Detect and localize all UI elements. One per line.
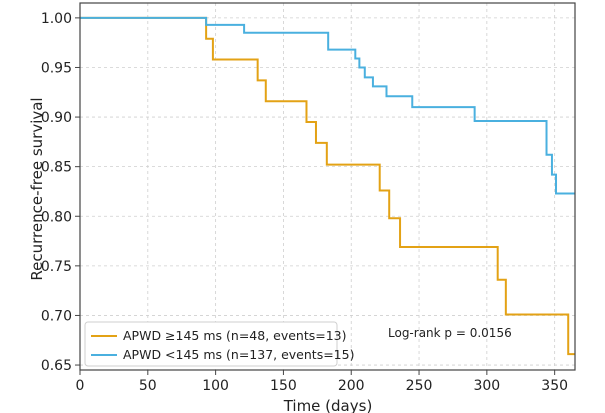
- y-tick-label: 0.90: [41, 110, 72, 126]
- log-rank-annotation: Log-rank p = 0.0156: [388, 326, 512, 340]
- x-tick-label: 150: [270, 378, 297, 394]
- y-tick-label: 0.80: [41, 209, 72, 225]
- y-tick-label: 0.65: [41, 358, 72, 374]
- x-tick-label: 300: [473, 378, 500, 394]
- axis-layer: [79, 2, 576, 371]
- y-axis-title: Recurrence-free survival: [28, 97, 46, 280]
- legend: APWD ≥145 ms (n=48, events=13) APWD <145…: [84, 321, 354, 367]
- y-tick-label: 0.70: [41, 308, 72, 324]
- x-axis-title: Time (days): [283, 397, 373, 413]
- x-tick-label: 350: [541, 378, 568, 394]
- legend-label-apwd-low: APWD <145 ms (n=137, events=15): [123, 347, 354, 362]
- x-tick-label: 100: [202, 378, 229, 394]
- y-tick-label: 0.85: [41, 160, 72, 176]
- x-tick-label: 200: [338, 378, 365, 394]
- series-layer: [80, 16, 575, 356]
- y-tick-label: 0.75: [41, 259, 72, 275]
- plot-frame: [79, 2, 576, 371]
- x-tick-label: 0: [76, 378, 85, 394]
- legend-label-apwd-high: APWD ≥145 ms (n=48, events=13): [123, 328, 347, 343]
- grid-layer: [79, 3, 575, 370]
- tick-layer: 0 50 100 150 200 250 300 350 0.65 0.70 0.75 0.80 0.8…: [41, 11, 568, 394]
- series-line-apwd-low: [80, 16, 575, 195]
- x-tick-label: 250: [406, 378, 433, 394]
- y-tick-label: 0.95: [41, 60, 72, 76]
- y-tick-label: 1.00: [41, 11, 72, 27]
- legend-box: [84, 321, 338, 367]
- series-line-apwd-high: [80, 16, 575, 356]
- x-tick-label: 50: [139, 378, 157, 394]
